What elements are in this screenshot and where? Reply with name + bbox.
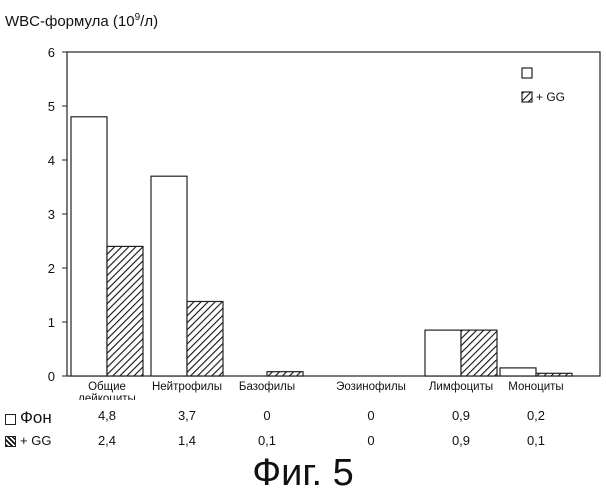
legend-swatch-plain (522, 68, 532, 78)
bar-gg-4 (461, 330, 497, 376)
table-cell: 1,4 (147, 433, 227, 448)
data-table-row-background: Фон 4,8 3,7 0 0 0,9 0,2 (0, 408, 606, 426)
x-tick-label: Лимфоциты (429, 381, 493, 393)
table-cell: 0,9 (421, 408, 501, 423)
y-tick-label: 2 (48, 261, 55, 276)
table-legend-gg: + GG (5, 433, 51, 448)
legend-hatched-swatch-icon (5, 436, 16, 447)
data-table-row-gg: + GG 2,4 1,4 0,1 0 0,9 0,1 (0, 433, 606, 451)
x-tick-label: Нейтрофилы (152, 381, 222, 393)
table-row-label: Фон (20, 408, 52, 427)
bar-background-5 (500, 368, 536, 376)
bar-background-0 (71, 117, 107, 376)
legend-plain-swatch-icon (5, 414, 16, 425)
bar-gg-0 (107, 246, 143, 376)
legend-swatch-hatched (522, 92, 532, 102)
x-tick-label: Эозинофилы (336, 381, 406, 393)
table-cell: 0 (331, 408, 411, 423)
bar-chart: 0 1 2 3 4 5 6 Общиелейкоциты Нейтрофилы Базофилы Э… (0, 0, 606, 400)
bar-gg-1 (187, 301, 223, 376)
plot-frame (67, 52, 600, 376)
table-cell: 0,9 (421, 433, 501, 448)
table-legend-background: Фон (5, 408, 52, 428)
table-cell: 0 (227, 408, 307, 423)
figure-caption: Фиг. 5 (0, 452, 606, 495)
table-cell: 0 (331, 433, 411, 448)
y-tick-label: 5 (48, 99, 55, 114)
bar-gg-5 (536, 373, 572, 376)
y-tick-label: 3 (48, 207, 55, 222)
x-tick-label: Общие (88, 381, 126, 393)
table-cell: 0,2 (496, 408, 576, 423)
table-row-label: + GG (20, 433, 51, 448)
table-cell: 0,1 (496, 433, 576, 448)
bar-gg-2 (267, 372, 303, 376)
bar-background-1 (151, 176, 187, 376)
bar-background-4 (425, 330, 461, 376)
y-tick-label: 4 (48, 153, 55, 168)
table-cell: 2,4 (67, 433, 147, 448)
table-cell: 0,1 (227, 433, 307, 448)
table-cell: 4,8 (67, 408, 147, 423)
y-tick-label: 6 (48, 45, 55, 60)
legend-label-gg: + GG (536, 90, 565, 104)
y-tick-label: 0 (48, 369, 55, 384)
y-tick-label: 1 (48, 315, 55, 330)
x-tick-label: лейкоциты (78, 393, 136, 400)
x-tick-label: Базофилы (239, 381, 295, 393)
table-cell: 3,7 (147, 408, 227, 423)
x-tick-label: Моноциты (508, 381, 563, 393)
